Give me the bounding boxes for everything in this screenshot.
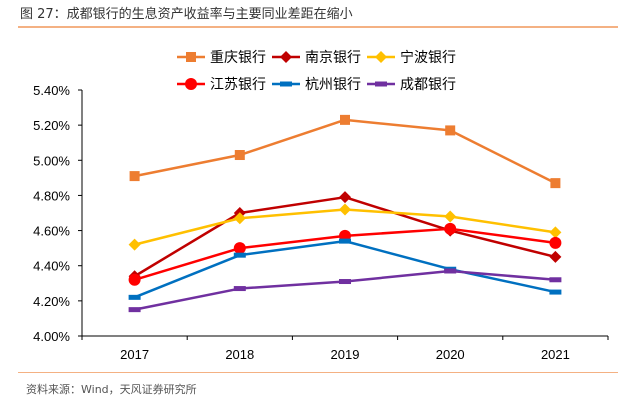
- legend-marker: [280, 81, 292, 87]
- data-point: [128, 273, 141, 286]
- legend-label: 重庆银行: [210, 50, 266, 66]
- legend-label: 江苏银行: [210, 77, 266, 93]
- data-point: [549, 289, 562, 295]
- legend-item: 南京银行: [272, 50, 361, 66]
- x-tick-label: 2018: [225, 347, 254, 362]
- legend-item: 江苏银行: [177, 77, 266, 93]
- figure-title: 图 27：成都银行的生息资产收益率与主要同业差距在缩小: [20, 7, 353, 22]
- legend-item: 宁波银行: [367, 49, 456, 66]
- x-tick-label: 2019: [331, 347, 360, 362]
- series-line: [134, 239, 556, 299]
- y-tick-label: 4.00%: [33, 329, 70, 344]
- y-tick-label: 5.00%: [33, 153, 70, 168]
- series-0: [129, 114, 561, 189]
- y-tick-label: 4.80%: [33, 188, 70, 203]
- y-tick-label: 4.40%: [33, 259, 70, 274]
- legend-marker: [280, 51, 292, 63]
- y-tick-label: 5.20%: [33, 118, 70, 133]
- source-note: 资料来源：Wind，天风证券研究所: [26, 383, 197, 396]
- source-divider: [18, 372, 618, 373]
- data-point: [128, 294, 141, 300]
- series-line: [134, 118, 556, 185]
- data-point: [549, 226, 562, 239]
- legend-marker: [186, 52, 196, 62]
- legend-label: 成都银行: [400, 77, 456, 93]
- legend-marker: [375, 81, 387, 87]
- y-tick-label: 4.20%: [33, 294, 70, 309]
- legend-item: 重庆银行: [177, 50, 266, 66]
- data-point: [128, 238, 141, 251]
- data-point: [233, 212, 246, 225]
- y-tick-label: 4.60%: [33, 224, 70, 239]
- data-point: [445, 125, 456, 136]
- series-line: [134, 269, 556, 311]
- series-2: [128, 203, 562, 251]
- legend-label: 杭州银行: [305, 77, 361, 93]
- data-point: [549, 236, 562, 249]
- data-point: [550, 178, 561, 189]
- data-point: [339, 191, 351, 204]
- x-tick-label: 2017: [120, 347, 149, 362]
- legend-marker: [375, 51, 387, 63]
- data-point: [129, 171, 140, 182]
- series-3: [128, 222, 562, 286]
- data-point: [339, 203, 351, 216]
- data-point: [444, 210, 457, 223]
- data-point: [444, 268, 457, 274]
- x-tick-label: 2020: [436, 347, 465, 362]
- data-point: [339, 238, 351, 244]
- axes: 4.00% 4.20% 4.40% 4.60% 4.80% 5.00% 5.20% 5.40%…: [33, 83, 609, 362]
- x-tick-label: 2021: [541, 347, 570, 362]
- data-point: [549, 250, 562, 263]
- legend-item: 杭州银行: [272, 77, 361, 93]
- legend-label: 南京银行: [305, 50, 361, 66]
- data-point: [549, 277, 562, 283]
- series-5: [128, 268, 562, 313]
- data-point: [128, 307, 141, 313]
- data-point: [444, 222, 457, 235]
- data-point: [340, 114, 350, 125]
- data-point: [234, 150, 245, 161]
- data-point: [233, 242, 246, 255]
- data-point: [233, 286, 246, 292]
- series-4: [128, 238, 562, 300]
- data-point: [339, 279, 351, 285]
- legend-label: 宁波银行: [400, 49, 456, 66]
- data-point: [233, 252, 246, 258]
- y-tick-label: 5.40%: [33, 83, 70, 98]
- legend-item: 成都银行: [367, 77, 456, 93]
- plot-area: [128, 114, 562, 313]
- legend-marker: [185, 78, 197, 90]
- title-divider: [18, 26, 618, 28]
